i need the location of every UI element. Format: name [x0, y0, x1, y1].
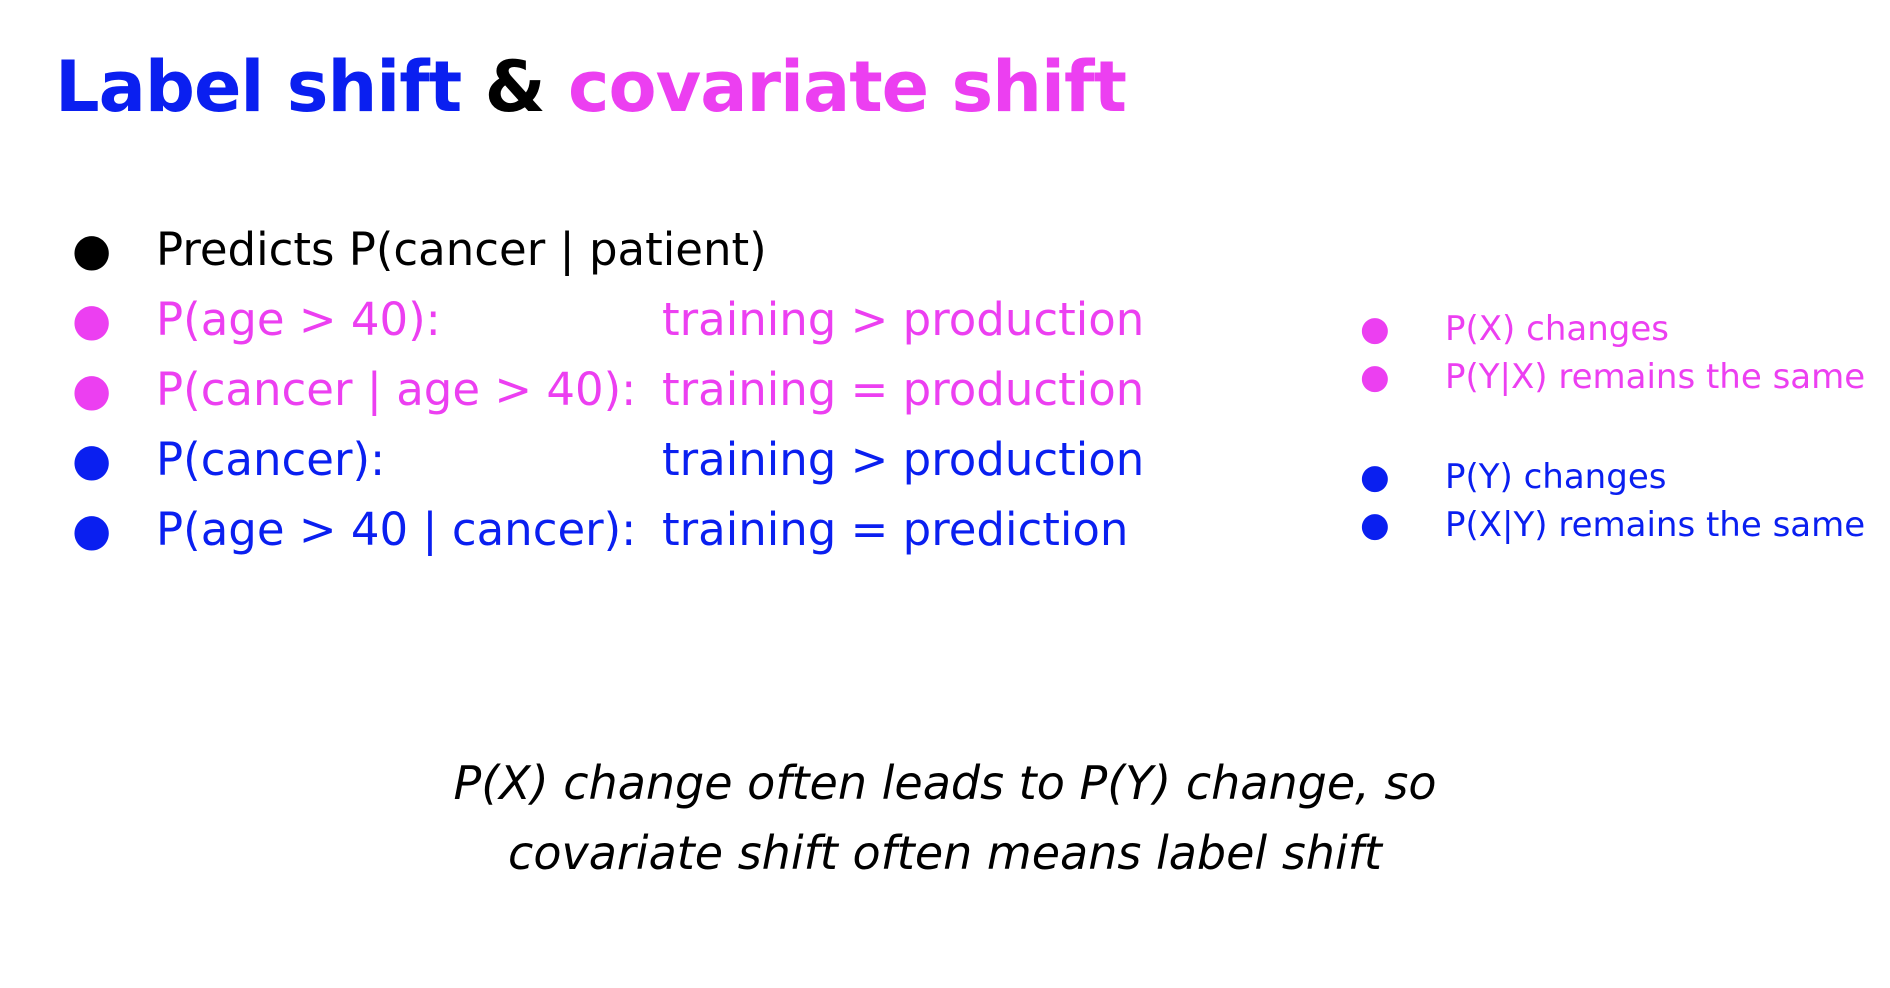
title-ampersand: &	[461, 46, 568, 128]
list-item-expression: P(cancer):	[156, 433, 386, 486]
list-item-relation: training > production	[662, 433, 1145, 486]
label-note-text: P(Y) changes	[1445, 457, 1667, 497]
footnote-line-1: P(X) change often leads to P(Y) change, …	[453, 756, 1437, 810]
bullet-icon: ●	[72, 433, 112, 486]
bullet-icon: ●	[1360, 357, 1390, 397]
list-item-relation: training = production	[662, 363, 1145, 416]
label-note-text: P(X|Y) remains the same	[1445, 505, 1866, 545]
list-item-expression: P(age > 40 | cancer):	[156, 503, 637, 556]
list-item-expression: P(age > 40):	[156, 293, 441, 346]
title-label-shift: Label shift	[55, 46, 462, 128]
bullet-icon: ●	[72, 363, 112, 416]
list-item-relation: training > production	[662, 293, 1145, 346]
slide-title: Label shift & covariate shift	[55, 42, 1127, 132]
title-covariate-shift: covariate shift	[568, 46, 1127, 128]
bullet-icon: ●	[1360, 309, 1390, 349]
covariate-note-text: P(X) changes	[1445, 309, 1669, 349]
bullet-icon: ●	[72, 293, 112, 346]
bullet-icon: ●	[72, 503, 112, 556]
list-item-expression: Predicts P(cancer | patient)	[156, 223, 767, 276]
bullet-icon: ●	[1360, 505, 1390, 545]
bullet-icon: ●	[72, 223, 112, 276]
covariate-note-text: P(Y|X) remains the same	[1445, 357, 1866, 397]
list-item-expression: P(cancer | age > 40):	[156, 363, 637, 416]
footnote-line-2: covariate shift often means label shift	[508, 826, 1382, 880]
list-item-relation: training = prediction	[662, 503, 1129, 556]
footnote: P(X) change often leads to P(Y) change, …	[0, 748, 1890, 888]
bullet-icon: ●	[1360, 457, 1390, 497]
